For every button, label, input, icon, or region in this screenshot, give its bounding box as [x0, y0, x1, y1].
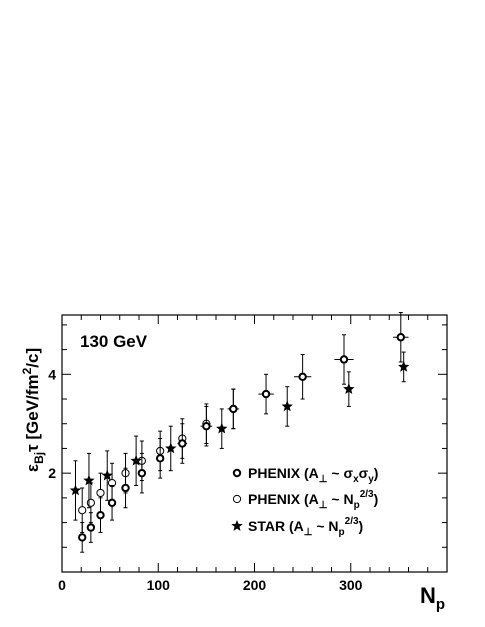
x-tick-label: 200: [243, 577, 267, 593]
data-point: [107, 498, 117, 508]
legend-label-2: STAR (A⊥ ~ Np2/3): [248, 516, 363, 538]
data-point: [83, 474, 95, 486]
legend-label-1: PHENIX (A⊥ ~ Np2/3): [248, 489, 378, 511]
data-point: [130, 454, 142, 466]
data-point: [397, 360, 410, 372]
data-point: [86, 498, 95, 507]
energy-annotation: 130 GeV: [80, 332, 148, 351]
data-point: [178, 439, 187, 448]
legend-marker-0: [232, 468, 242, 478]
data-point: [165, 442, 177, 454]
data-point: [202, 422, 211, 431]
data-point: [396, 333, 405, 342]
x-tick-label: 300: [339, 577, 363, 593]
data-point: [96, 488, 105, 498]
legend: PHENIX (A⊥ ~ σxσy) PHENIX (A⊥ ~ Np2/3) STA…: [231, 465, 378, 538]
data-point: [229, 404, 238, 414]
series-2: [69, 351, 410, 521]
series-0: [78, 312, 409, 553]
x-axis-title-sub: p: [436, 596, 445, 613]
x-axis-title-main: N: [420, 583, 436, 608]
data-point: [343, 383, 355, 394]
data-point: [137, 468, 147, 478]
data-point: [261, 389, 271, 399]
data-point: [155, 454, 165, 463]
data-point: [121, 483, 130, 493]
legend-label-0: PHENIX (A⊥ ~ σxσy): [248, 465, 378, 485]
data-point: [216, 422, 228, 434]
y-axis-title: εBjτ [GeV/fm2/c]: [20, 348, 46, 472]
data-point: [101, 469, 113, 481]
data-point: [298, 372, 307, 381]
x-axis-title: Np: [420, 583, 445, 613]
legend-marker-1: [232, 494, 242, 504]
data-point: [339, 355, 349, 364]
x-tick-label: 0: [58, 577, 66, 593]
data-point: [69, 484, 82, 496]
data-point: [78, 506, 87, 515]
y-axis-title-group: εBjτ [GeV/fm2/c]: [20, 348, 46, 472]
y-tick-label: 4: [48, 366, 56, 382]
x-tick-label: 100: [147, 577, 171, 593]
legend-marker-2: [231, 520, 243, 531]
y-tick-label: 2: [48, 465, 56, 481]
data-point: [281, 400, 293, 412]
tick-labels: 0 100 200 300 2 4: [48, 366, 362, 593]
data-point: [96, 510, 105, 520]
axis-ticks: [61, 315, 448, 573]
chart-marks: [69, 312, 410, 553]
data-point: [78, 533, 87, 542]
data-point: [86, 523, 96, 532]
